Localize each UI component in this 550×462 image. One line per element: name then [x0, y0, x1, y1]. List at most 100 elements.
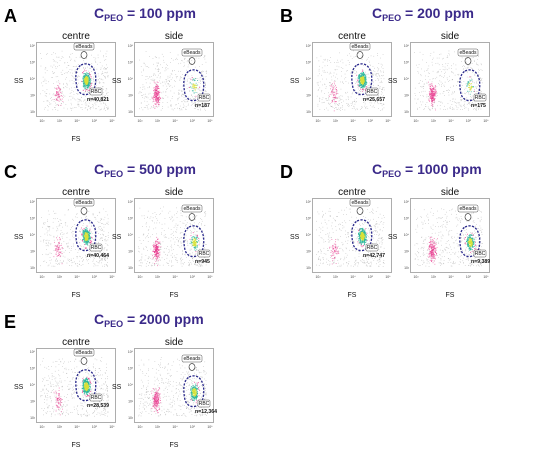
- y-tick-label: 10⁵: [30, 61, 36, 65]
- x-axis-label: FS: [134, 136, 214, 143]
- x-tick-label: 10⁴: [172, 119, 178, 123]
- x-tick-label: 10³: [155, 425, 161, 429]
- rbc-label: RBC: [367, 245, 378, 251]
- x-tick-label: 10³: [431, 275, 437, 279]
- y-tick-label: 10⁴: [306, 77, 312, 81]
- x-tick-label: 10⁵: [368, 275, 374, 279]
- event-count: n=945: [195, 259, 210, 265]
- y-tick-label: 10⁵: [128, 367, 134, 371]
- ebeads-label: eBeads: [352, 44, 369, 50]
- ebeads-label: eBeads: [76, 200, 93, 206]
- rbc-label: RBC: [367, 89, 378, 95]
- x-tick-label: 10²: [316, 119, 322, 123]
- ebeads-label: eBeads: [76, 350, 93, 356]
- x-tick-label: 10⁴: [172, 275, 178, 279]
- x-tick-label: 10⁵: [92, 275, 98, 279]
- title-symbol: C: [372, 161, 382, 177]
- y-tick-label: 10³: [128, 400, 134, 404]
- x-axis-label: FS: [36, 136, 116, 143]
- panel-letter: C: [4, 162, 17, 183]
- rbc-label: RBC: [475, 95, 486, 101]
- x-tick-label: 10²: [138, 275, 144, 279]
- title-subscript: PEO: [382, 169, 401, 179]
- event-count: n=187: [195, 103, 210, 109]
- column-title-side: side: [134, 31, 214, 42]
- y-tick-label: 10³: [128, 94, 134, 98]
- y-tick-label: 10⁵: [30, 217, 36, 221]
- rbc-label: RBC: [91, 395, 102, 401]
- y-tick-label: 10⁵: [128, 61, 134, 65]
- column-title-centre: centre: [312, 187, 392, 198]
- title-value: = 2000 ppm: [123, 311, 204, 327]
- x-tick-label: 10⁴: [448, 275, 454, 279]
- y-tick-label: 10³: [306, 94, 312, 98]
- x-tick-label: 10⁶: [109, 119, 115, 123]
- x-tick-label: 10⁵: [190, 425, 196, 429]
- y-tick-label: 10⁵: [128, 217, 134, 221]
- panel-title: CPEO = 500 ppm: [94, 161, 196, 179]
- y-tick-label: 10⁴: [306, 233, 312, 237]
- y-tick-label: 10⁶: [306, 44, 312, 48]
- y-tick-label: 10²: [306, 110, 312, 114]
- x-tick-label: 10²: [316, 275, 322, 279]
- y-tick-label: 10⁶: [128, 44, 134, 48]
- x-tick-label: 10⁶: [385, 119, 391, 123]
- x-tick-label: 10⁵: [368, 119, 374, 123]
- panel-title: CPEO = 1000 ppm: [372, 161, 482, 179]
- x-axis-label: FS: [134, 442, 214, 449]
- x-tick-label: 10⁴: [448, 119, 454, 123]
- y-tick-label: 10⁶: [30, 200, 36, 204]
- title-subscript: PEO: [104, 13, 123, 23]
- y-tick-label: 10⁴: [30, 233, 36, 237]
- x-tick-label: 10³: [57, 425, 63, 429]
- y-tick-label: 10⁶: [128, 350, 134, 354]
- x-tick-label: 10³: [333, 119, 339, 123]
- y-axis-label: SS: [290, 78, 299, 85]
- y-tick-label: 10³: [404, 94, 410, 98]
- x-tick-label: 10⁴: [350, 275, 356, 279]
- y-tick-label: 10²: [306, 266, 312, 270]
- x-tick-label: 10⁶: [207, 119, 213, 123]
- y-axis-label: SS: [388, 234, 397, 241]
- y-tick-label: 10⁶: [404, 44, 410, 48]
- title-value: = 200 ppm: [401, 5, 474, 21]
- panel-title: CPEO = 100 ppm: [94, 5, 196, 23]
- x-tick-label: 10²: [40, 275, 46, 279]
- x-tick-label: 10⁴: [74, 425, 80, 429]
- ebeads-label: eBeads: [460, 50, 477, 56]
- y-tick-label: 10⁴: [404, 233, 410, 237]
- panel-title: CPEO = 200 ppm: [372, 5, 474, 23]
- x-tick-label: 10⁴: [172, 425, 178, 429]
- x-axis-label: FS: [134, 292, 214, 299]
- y-tick-label: 10⁵: [306, 217, 312, 221]
- y-axis-label: SS: [388, 78, 397, 85]
- title-symbol: C: [94, 311, 104, 327]
- panel-title: CPEO = 2000 ppm: [94, 311, 204, 329]
- column-title-side: side: [410, 31, 490, 42]
- column-title-side: side: [134, 337, 214, 348]
- rbc-label: RBC: [91, 89, 102, 95]
- y-tick-label: 10²: [30, 416, 36, 420]
- event-count: n=9,389: [471, 259, 490, 265]
- y-tick-label: 10²: [128, 110, 134, 114]
- rbc-label: RBC: [199, 251, 210, 257]
- column-title-side: side: [410, 187, 490, 198]
- y-tick-label: 10⁴: [404, 77, 410, 81]
- y-tick-label: 10³: [306, 250, 312, 254]
- x-tick-label: 10²: [40, 119, 46, 123]
- rbc-label: RBC: [199, 401, 210, 407]
- x-tick-label: 10⁵: [466, 275, 472, 279]
- x-tick-label: 10³: [333, 275, 339, 279]
- title-value: = 500 ppm: [123, 161, 196, 177]
